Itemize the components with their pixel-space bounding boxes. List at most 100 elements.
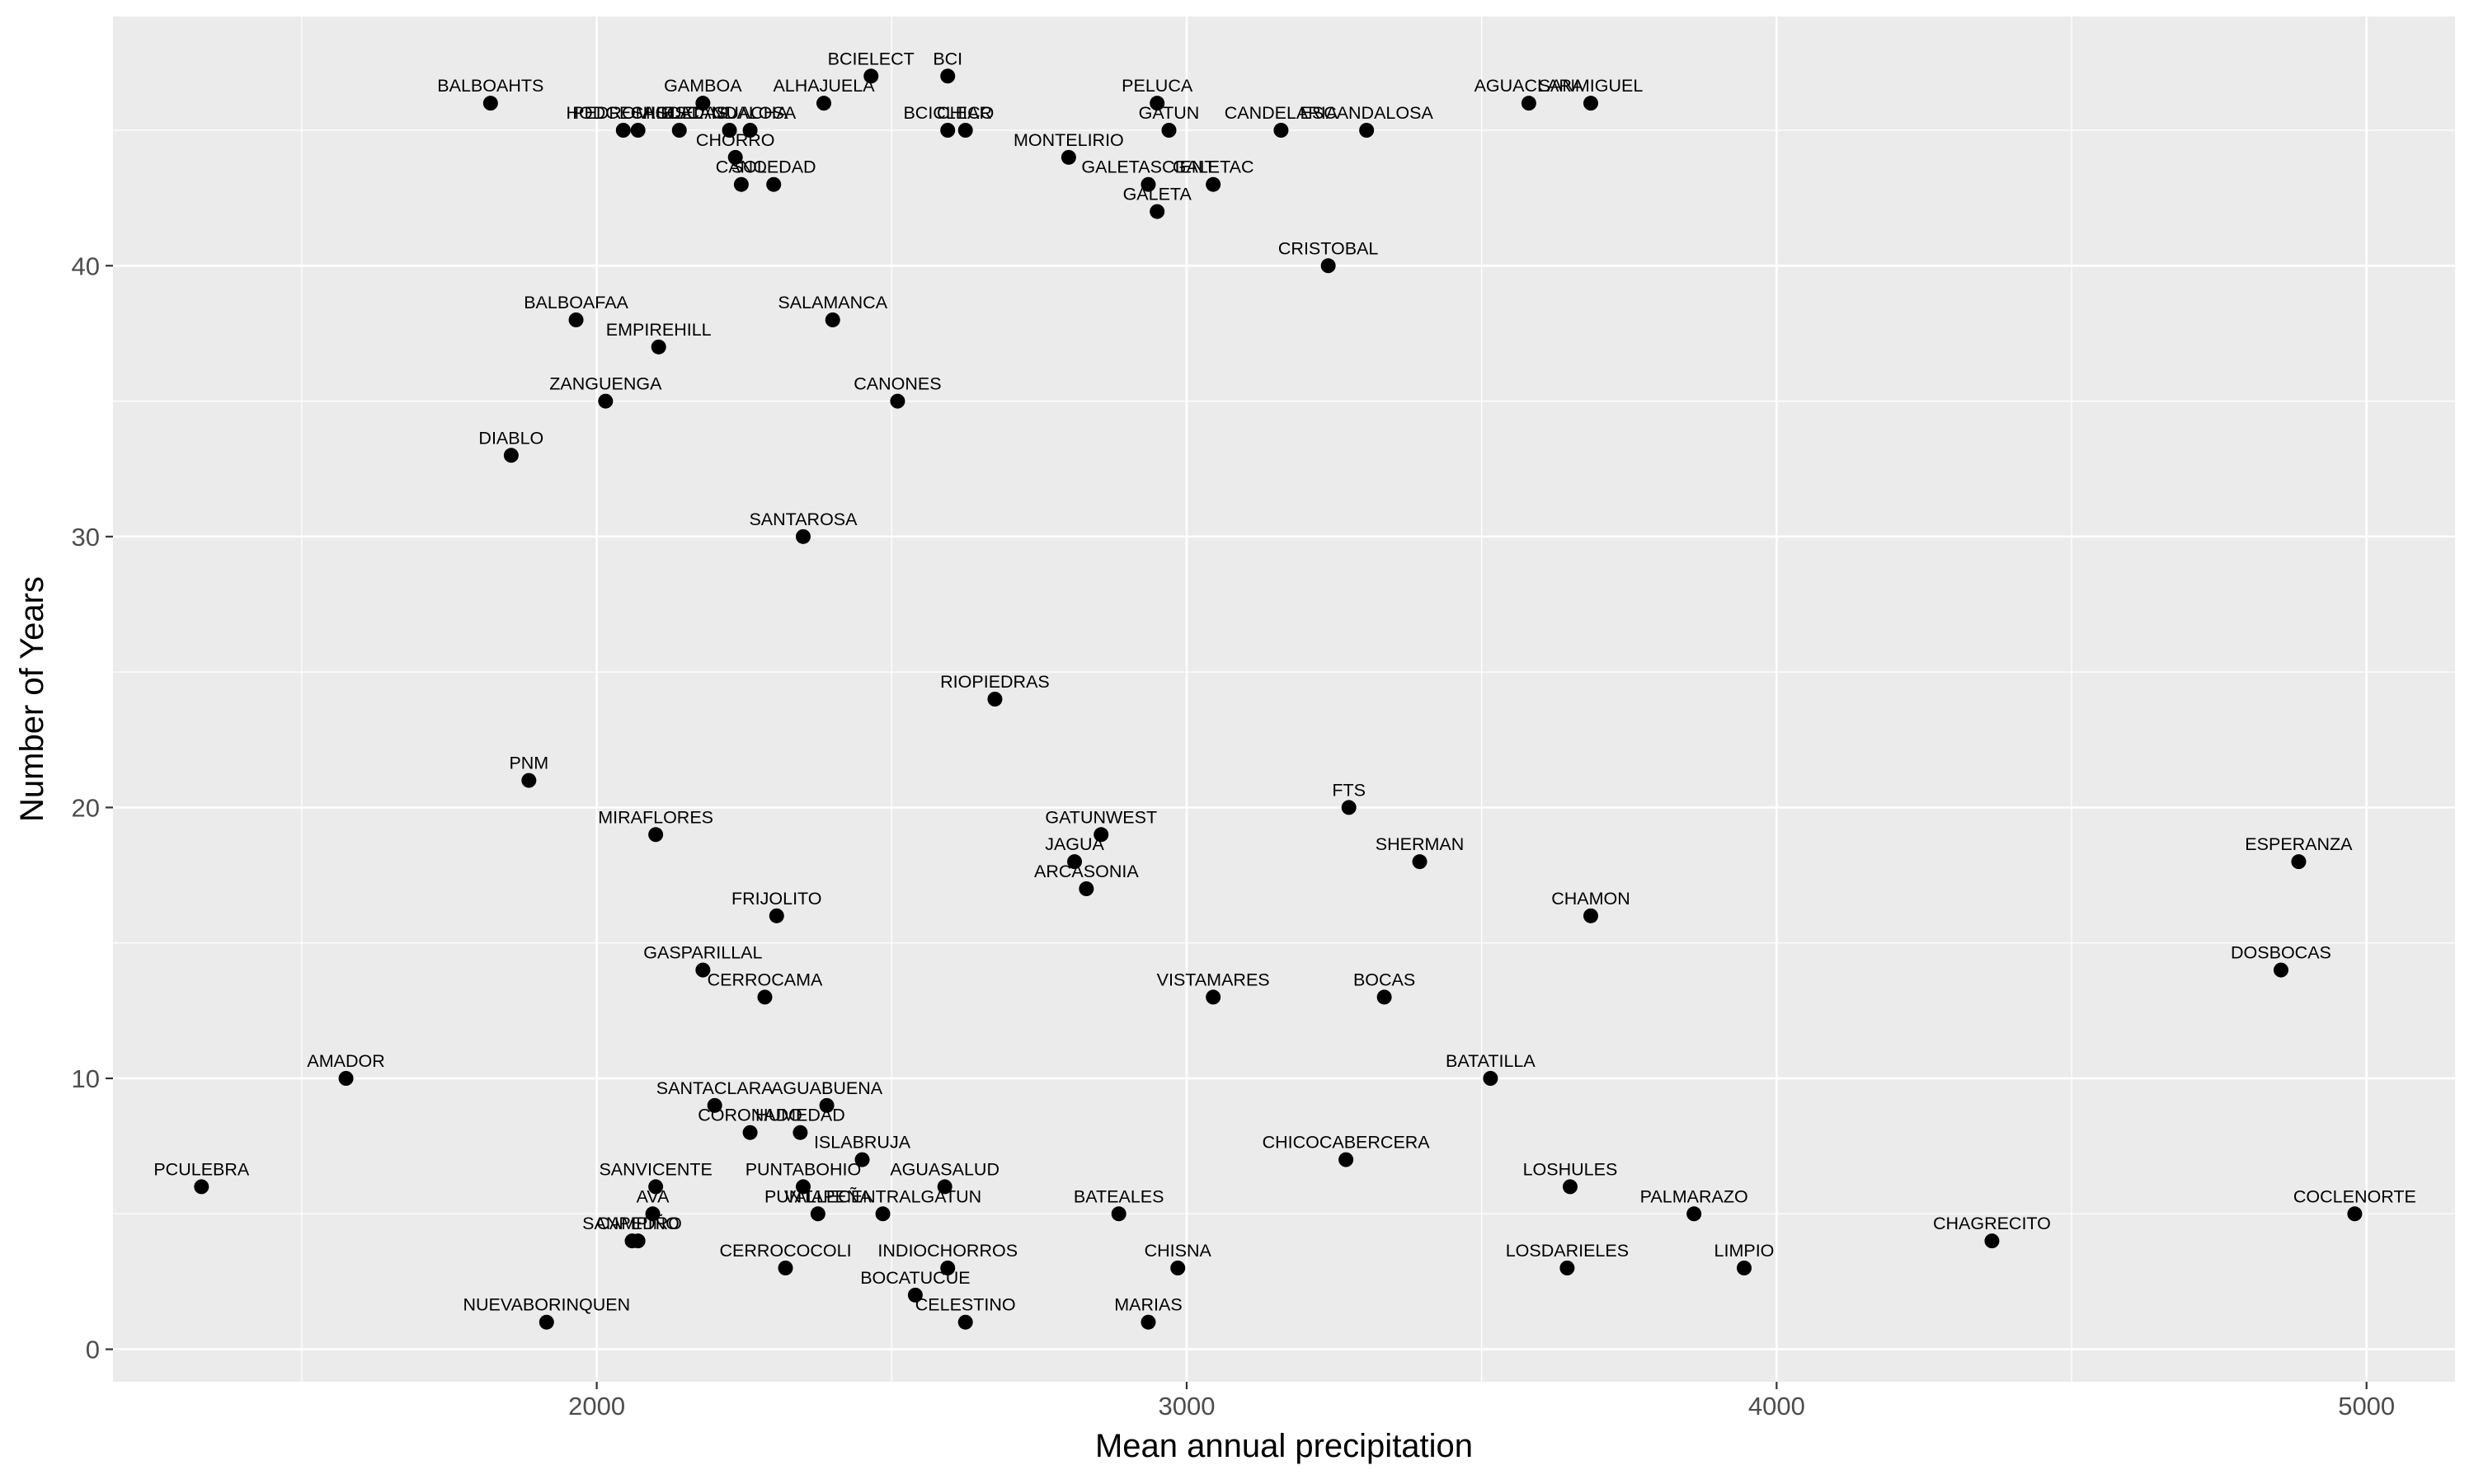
data-point bbox=[482, 96, 498, 111]
data-point bbox=[1583, 96, 1598, 111]
data-point bbox=[598, 393, 614, 409]
data-point bbox=[521, 773, 537, 788]
data-point bbox=[630, 123, 646, 138]
point-label: CELESTINO bbox=[915, 1295, 1016, 1315]
plot-panel bbox=[113, 16, 2455, 1382]
data-point bbox=[1338, 1152, 1354, 1167]
data-point bbox=[816, 96, 832, 111]
point-label: BALBOAHTS bbox=[437, 76, 543, 96]
point-label: GALETASCIENT bbox=[1081, 157, 1215, 177]
data-point bbox=[957, 123, 973, 138]
data-point bbox=[1559, 1261, 1575, 1275]
x-tick-label: 5000 bbox=[2338, 1392, 2395, 1421]
data-point bbox=[742, 1125, 758, 1140]
data-point bbox=[1736, 1261, 1752, 1275]
point-label: INDIOCHORROS bbox=[877, 1241, 1018, 1261]
point-label: MIRAFLORES bbox=[598, 807, 713, 827]
point-label: CRISTOBAL bbox=[1278, 238, 1379, 258]
data-point bbox=[1161, 123, 1177, 138]
data-point bbox=[1984, 1233, 2000, 1249]
data-points bbox=[194, 68, 2363, 1330]
data-point bbox=[1170, 1261, 1186, 1275]
data-point bbox=[778, 1261, 793, 1275]
data-point bbox=[503, 448, 519, 463]
data-point bbox=[1111, 1206, 1126, 1222]
x-tick-label: 4000 bbox=[1748, 1392, 1805, 1421]
point-label: CANO bbox=[716, 157, 767, 177]
point-label: GAMBOA bbox=[664, 76, 742, 96]
point-label: SHERMAN bbox=[1376, 834, 1465, 854]
data-point bbox=[795, 1179, 811, 1195]
data-point bbox=[757, 989, 773, 1005]
y-tick-label: 40 bbox=[72, 251, 100, 280]
data-point bbox=[1141, 1314, 1156, 1330]
data-point bbox=[1061, 149, 1076, 165]
data-point bbox=[615, 123, 631, 138]
point-label: CHICOCABERCERA bbox=[1263, 1133, 1431, 1153]
point-label: CHAMON bbox=[1551, 889, 1630, 909]
point-label: SOLEDAD bbox=[731, 157, 816, 177]
point-label: CHAGRECITO bbox=[1933, 1214, 2051, 1233]
data-point bbox=[695, 962, 711, 978]
point-label: BCI bbox=[933, 49, 962, 68]
data-point bbox=[793, 1125, 808, 1140]
point-label: VISTAMARES bbox=[1157, 970, 1270, 989]
data-point bbox=[2273, 962, 2288, 978]
y-tick-label: 30 bbox=[72, 523, 100, 552]
data-point bbox=[630, 1233, 646, 1249]
point-label: RIOPIEDRAS bbox=[940, 672, 1050, 692]
point-label: AGUACLARA bbox=[1475, 76, 1584, 96]
point-label: NUEVABORINQUEN bbox=[463, 1295, 630, 1315]
point-label: BALBOAFAA bbox=[524, 293, 628, 312]
data-point bbox=[733, 176, 749, 192]
data-point bbox=[890, 393, 905, 409]
point-label: CASCADAS bbox=[631, 103, 728, 123]
data-point bbox=[940, 123, 956, 138]
point-label: BATEALES bbox=[1074, 1186, 1164, 1206]
point-label: AMADOR bbox=[307, 1051, 384, 1071]
point-label: PELUCA bbox=[1122, 76, 1193, 96]
data-point bbox=[863, 68, 879, 84]
point-label: ZANGUENGA bbox=[549, 374, 662, 394]
point-label: GUACHA bbox=[713, 103, 789, 123]
data-point bbox=[819, 1097, 835, 1113]
data-point bbox=[825, 312, 840, 327]
data-point bbox=[648, 1179, 664, 1195]
data-point bbox=[1359, 123, 1375, 138]
data-point bbox=[742, 123, 758, 138]
point-label: ESCANDALOSA bbox=[1300, 103, 1433, 123]
point-label: SANPEDRO bbox=[582, 1214, 682, 1233]
point-label: CERROCOCOLI bbox=[719, 1241, 851, 1261]
data-point bbox=[671, 123, 687, 138]
point-label: PCULEBRA bbox=[153, 1159, 250, 1179]
point-label: LOSHULES bbox=[1523, 1159, 1618, 1179]
data-point bbox=[1483, 1071, 1498, 1086]
data-point bbox=[1412, 854, 1427, 870]
point-label: VALLECENTRALGATUN bbox=[784, 1186, 981, 1206]
data-point bbox=[875, 1206, 891, 1222]
data-point bbox=[1079, 881, 1094, 896]
x-tick-label: 3000 bbox=[1158, 1392, 1215, 1421]
point-label: AGUASALUD bbox=[890, 1159, 999, 1179]
point-label: DOSBOCAS bbox=[2231, 943, 2331, 963]
data-point bbox=[568, 312, 584, 327]
point-label: GALETAC bbox=[1173, 157, 1254, 177]
data-point bbox=[2291, 854, 2307, 870]
data-point bbox=[940, 68, 956, 84]
data-point bbox=[769, 908, 784, 923]
data-point bbox=[1206, 989, 1221, 1005]
data-point bbox=[648, 827, 664, 843]
point-labels: BALBOAHTS GAMBOA ALHAJUELA BCIELECT BCI PELUC… bbox=[153, 49, 2416, 1314]
point-label: LOSDARIELES bbox=[1506, 1241, 1629, 1261]
data-point bbox=[1094, 827, 1109, 843]
data-point bbox=[1141, 176, 1156, 192]
data-point bbox=[194, 1179, 209, 1195]
data-point bbox=[810, 1206, 825, 1222]
data-point bbox=[940, 1261, 956, 1275]
point-label: HUMEDAD bbox=[755, 1106, 845, 1125]
point-label: LIMPIO bbox=[1714, 1241, 1775, 1261]
x-tick-label: 2000 bbox=[568, 1392, 625, 1421]
point-label: PNM bbox=[509, 754, 548, 773]
x-axis-title: Mean annual precipitation bbox=[1095, 1428, 1473, 1464]
point-label: AGUABUENA bbox=[771, 1078, 883, 1098]
